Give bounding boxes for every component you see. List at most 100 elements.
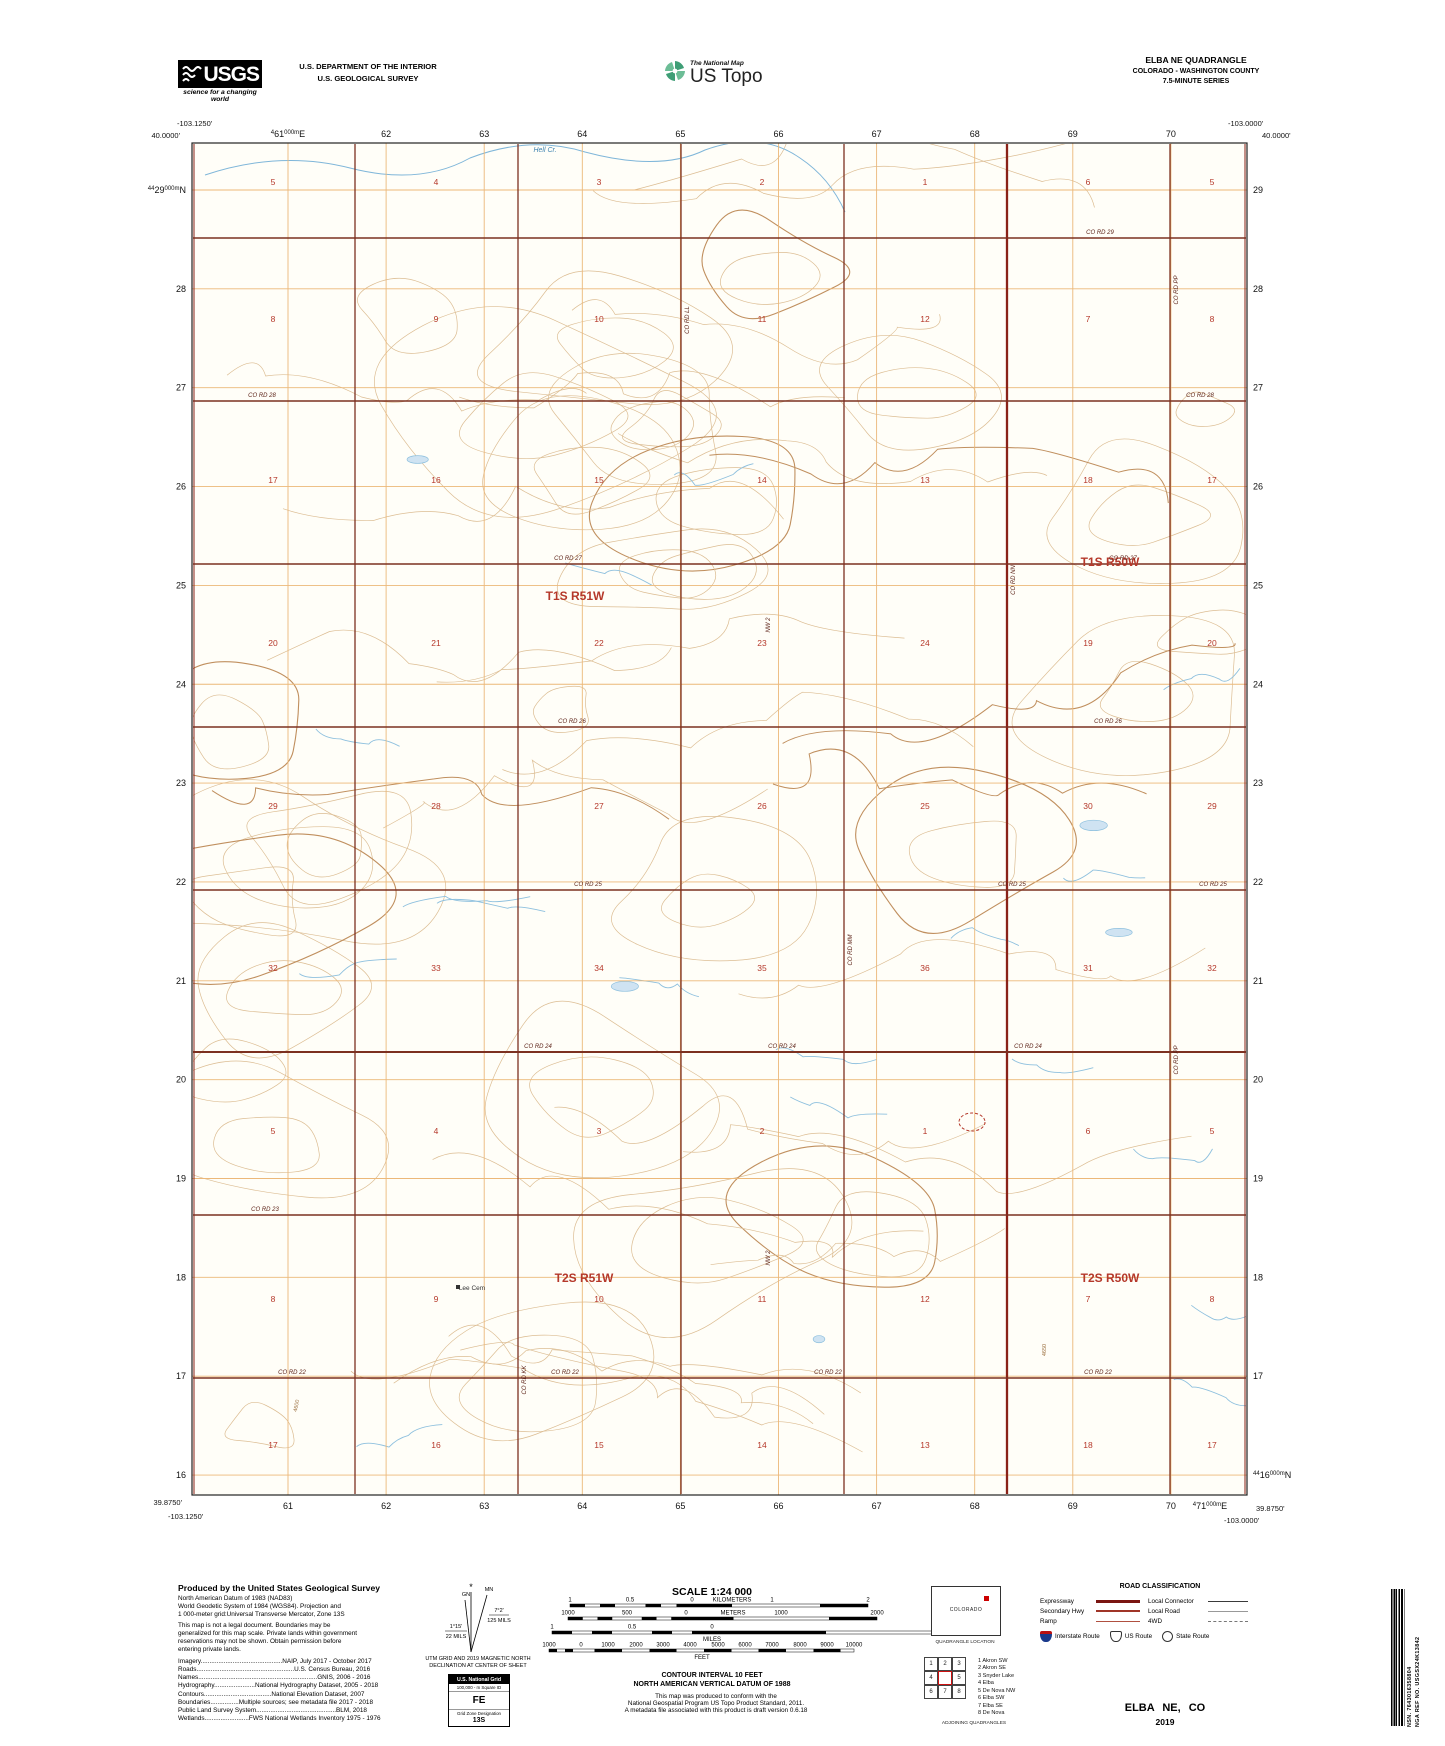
scale-tick-label: 500: [622, 1611, 633, 1617]
grid-coordinate-label: 68: [970, 1501, 980, 1511]
road-name-label: CO RD KK: [522, 1365, 528, 1395]
section-number: 5: [271, 1126, 276, 1136]
section-number: 7: [1086, 1294, 1091, 1304]
legend-label-ramp: Ramp: [1040, 1617, 1057, 1625]
scale-bar-segment: [772, 1649, 786, 1652]
contour-line: [1046, 438, 1244, 584]
quadrangle-heading: ELBA NE QUADRANGLE COLORADO - WASHINGTON…: [1096, 55, 1296, 85]
magnetic-north-label: MN: [485, 1587, 494, 1593]
vertical-datum-note: NORTH AMERICAN VERTICAL DATUM OF 1988: [634, 1681, 791, 1688]
usgs-logo-text: USGS: [203, 62, 260, 86]
section-number: 16: [431, 475, 441, 485]
grid-coordinate-label: 29: [1253, 185, 1263, 195]
state-route-shield-icon: [1162, 1631, 1174, 1642]
stream-line: [315, 728, 400, 747]
roads: [193, 144, 1246, 1494]
grid-coordinate-label: 62: [381, 129, 391, 139]
scale-tick-label: 4000: [683, 1643, 697, 1649]
contour-line: [193, 866, 297, 937]
section-number: 28: [431, 801, 441, 811]
legend-line-secondary-hwy: [1096, 1610, 1140, 1612]
section-number: 4: [434, 1126, 439, 1136]
state-location-box: COLORADO: [931, 1586, 1001, 1636]
pond: [406, 455, 429, 464]
declination-diagram: [445, 1592, 509, 1653]
section-number: 14: [757, 475, 767, 485]
scale-tick-label: 0.5: [626, 1598, 635, 1604]
adjoining-name: 6 Elba SW: [978, 1695, 1005, 1702]
grid-coordinate-label: 20: [176, 1075, 186, 1085]
grid-coordinate-label: 21: [176, 976, 186, 986]
contour-line: [383, 759, 768, 829]
road-name-label: CO RD MM: [848, 935, 854, 966]
section-number: 13: [920, 1440, 930, 1450]
section-number: 2: [760, 177, 765, 187]
data-source-line: Names...................................…: [178, 1674, 371, 1682]
adjoining-name: 8 De Nova: [978, 1710, 1005, 1717]
section-number: 11: [758, 1294, 767, 1304]
grid-coordinate-label: 24: [176, 679, 186, 689]
scale-bar-segment: [712, 1631, 826, 1634]
grid-coordinate-label: 19: [176, 1174, 186, 1184]
map-label: -103.0000': [1224, 1516, 1260, 1525]
data-source-line: Hydrography.......................Nation…: [178, 1682, 379, 1690]
stream-line: [775, 1047, 877, 1065]
section-number: 5: [1210, 1126, 1215, 1136]
road-name-label: CO RD PP: [1174, 1045, 1180, 1074]
adjoining-cell: 3: [952, 1657, 966, 1671]
sheet-title-block: ELBA NE, CO 2019: [1065, 1702, 1265, 1727]
contour-line: [655, 467, 777, 535]
grid-coordinate-label: 27: [1253, 383, 1263, 393]
scale-bar-segment: [686, 1617, 734, 1620]
contour-line: [554, 1095, 986, 1155]
contour-line: [193, 694, 270, 770]
usng-zone-label: Grid Zone Designation: [449, 1709, 509, 1716]
ustopo-logo: The National Map US Topo: [664, 60, 763, 86]
contour-line: [460, 1342, 825, 1419]
section-number: 8: [271, 314, 276, 324]
legend-label-expressway: Expressway: [1040, 1597, 1074, 1605]
stream-line: [1011, 1058, 1094, 1074]
true-north-star: *: [469, 1582, 473, 1592]
road-name-label: CO RD 25: [574, 882, 602, 888]
section-number: 15: [594, 475, 604, 485]
grid-coordinate-label: 63: [479, 1501, 489, 1511]
grid-coordinate-label: 26: [176, 482, 186, 492]
data-sources: Imagery.................................…: [178, 1658, 440, 1723]
section-number: 35: [757, 963, 767, 973]
agency-line2: U.S. GEOLOGICAL SURVEY: [317, 73, 419, 83]
contour-line: [393, 1348, 861, 1394]
grid-coordinate-label: 68: [970, 129, 980, 139]
mn-degrees: 7°2': [494, 1608, 503, 1614]
section-number: 10: [594, 314, 604, 324]
usgs-logo-box: USGS: [178, 60, 262, 88]
contour-line: [459, 372, 629, 459]
scale-unit-label: MILES: [703, 1637, 721, 1643]
scale-bar-segment: [813, 1649, 827, 1652]
road-name-label: CO RD 26: [1094, 719, 1122, 725]
section-number: 1: [923, 1126, 928, 1136]
section-number: 5: [1210, 177, 1215, 187]
scale-bar-segment: [600, 1604, 615, 1607]
scale-tick-label: 10000: [846, 1643, 863, 1649]
stream-line: [1133, 1148, 1213, 1163]
legal-line: entering private lands.: [178, 1646, 241, 1653]
section-number: 17: [1207, 1440, 1217, 1450]
map-label: -103.1250': [168, 1512, 204, 1521]
road-name-label: CO RD NN: [1011, 565, 1017, 595]
grid-coordinate-label: 21: [1253, 976, 1263, 986]
contour-lines: [193, 144, 1246, 1453]
scale-bar-segment: [820, 1604, 868, 1607]
section-number: 19: [1083, 638, 1093, 648]
grid-coordinate-label: 4429000mN: [148, 185, 186, 195]
gn-degrees: 1°15': [450, 1624, 462, 1630]
grid-coordinate-label: 62: [381, 1501, 391, 1511]
road-classification: ROAD CLASSIFICATION Expressway Local Con…: [1040, 1583, 1280, 1642]
stream-line: [790, 1096, 888, 1119]
scale-tick-label: 1000: [561, 1611, 575, 1617]
contour-line: [548, 352, 717, 485]
grid-coordinate-label: 64: [577, 1501, 587, 1511]
contour-line: [725, 1145, 938, 1288]
grid-coordinate-label: 18: [1253, 1272, 1263, 1282]
